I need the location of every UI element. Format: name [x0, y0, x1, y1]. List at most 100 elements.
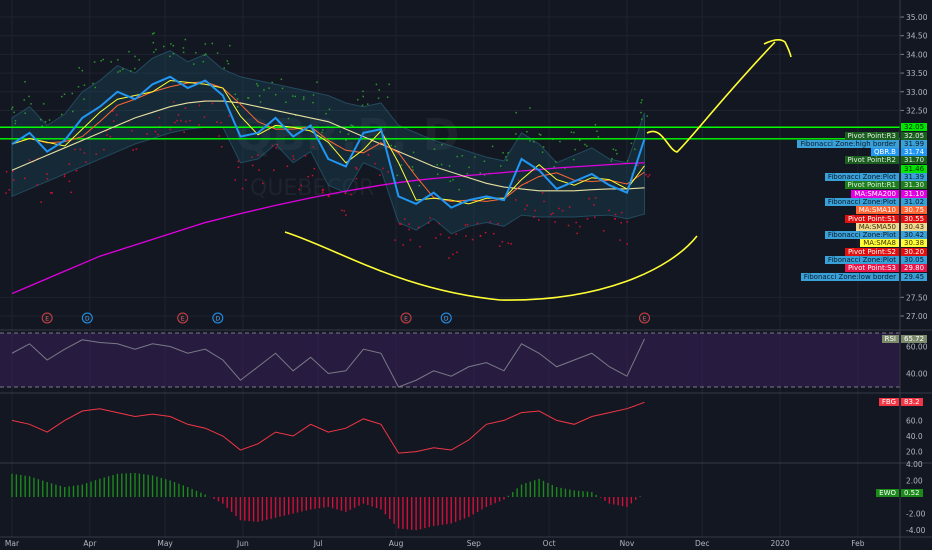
pivot-dot-up [41, 125, 43, 127]
pivot-dot-down [379, 174, 381, 176]
pivot-dot-down [63, 173, 66, 176]
cup-curve-drawing[interactable] [284, 231, 698, 301]
pivot-dot-down [321, 189, 324, 192]
pivot-dot-down [135, 148, 138, 150]
pivot-dot-down [561, 209, 564, 212]
pivot-dot-up [466, 173, 469, 175]
pivot-dot-up [39, 118, 42, 121]
pivot-dot-down [626, 221, 628, 223]
pivot-dot-down [533, 216, 535, 218]
pivot-dot-down [234, 179, 237, 181]
pivot-dot-down [28, 159, 31, 161]
pivot-dot-up [418, 184, 421, 187]
pivot-dot-down [68, 163, 71, 165]
pivot-dot-up [316, 81, 318, 83]
price-label-name: Fibonacci Zone:Plot [824, 197, 899, 206]
pivot-dot-down [394, 239, 396, 241]
pivot-dot-down [292, 158, 295, 160]
pivot-dot-up [78, 67, 81, 69]
pivot-dot-down [541, 192, 544, 194]
pivot-dot-down [146, 133, 148, 135]
pivot-dot-up [433, 148, 436, 150]
pivot-dot-down [5, 192, 7, 194]
pivot-dot-up [259, 101, 262, 103]
pivot-dot-up [584, 143, 586, 146]
fbg-tick-label: 20.0 [906, 448, 923, 457]
arrow-up-drawing[interactable] [646, 41, 776, 153]
pivot-dot-down [228, 115, 230, 117]
pivot-dot-down [112, 110, 114, 112]
pivot-dot-up [312, 101, 314, 104]
pivot-dot-down [271, 144, 274, 147]
drawing-annotations[interactable] [284, 39, 792, 301]
pivot-dot-down [11, 170, 14, 173]
pivot-dot-down [515, 199, 517, 201]
pivot-dot-down [237, 160, 240, 163]
pivot-dot-up [223, 67, 225, 69]
pivot-dot-down [620, 211, 623, 214]
pivot-dot-down [465, 235, 467, 237]
pivot-dot-up [302, 96, 305, 98]
arrowhead-drawing[interactable] [763, 39, 792, 58]
pivot-dot-down [614, 218, 617, 220]
pivot-dot-down [198, 104, 201, 107]
price-label-name: Fibonacci Zone:high border [797, 139, 899, 148]
pivot-dot-up [362, 95, 364, 98]
pivot-dot-down [438, 222, 440, 225]
pivot-dot-up [14, 122, 17, 125]
price-label-value: 31.30 [901, 181, 928, 190]
pivot-dot-down [313, 167, 316, 170]
pivot-dot-up [573, 131, 575, 134]
pivot-dot-up [611, 157, 613, 160]
pivot-dot-up [128, 50, 130, 53]
event-marker-label: E [404, 316, 408, 323]
pivot-dot-down [526, 204, 528, 207]
pivot-dot-up [110, 61, 112, 63]
pivot-dot-up [211, 42, 214, 45]
pivot-dot-up [321, 131, 323, 134]
pivot-dot-up [555, 161, 557, 163]
pivot-dot-up [352, 125, 354, 127]
sma10-line [11, 81, 645, 202]
rsi-label: RSI [881, 334, 899, 343]
pivot-dot-down [218, 135, 221, 137]
pivot-dot-up [436, 164, 438, 166]
event-marker-E [639, 312, 651, 324]
pivot-dot-up [479, 172, 482, 174]
pivot-dot-down [275, 146, 277, 149]
pivot-dot-up [596, 130, 598, 133]
price-label-value: 30.20 [901, 247, 928, 256]
price-tick-label: 35.00 [906, 13, 928, 22]
price-label-name: Pivot Point:S2 [844, 247, 899, 256]
pivot-dot-down [524, 208, 526, 211]
pivot-dot-down [257, 154, 259, 156]
pivot-dot-down [537, 219, 540, 221]
pivot-dot-down [85, 161, 87, 163]
pivot-dot-down [300, 184, 302, 187]
time-tick-label: Sep [467, 539, 481, 548]
pivot-dot-up [287, 117, 290, 120]
pivot-dot-up [539, 134, 542, 136]
pivot-dot-down [245, 179, 247, 181]
pivot-dot-up [281, 87, 284, 90]
rsi-last-value: 65.72 [901, 334, 928, 343]
pivot-dot-up [597, 136, 600, 138]
pivot-dot-down [471, 238, 474, 241]
pivot-dot-down [501, 240, 504, 243]
pivot-dot-down [374, 162, 376, 165]
pivot-dot-up [612, 148, 615, 150]
pivot-dot-down [594, 197, 597, 199]
pivot-dot-up [182, 51, 185, 54]
pivot-dot-down [50, 191, 52, 194]
pivot-dot-down [237, 166, 240, 169]
pivot-dot-up [117, 71, 119, 73]
sma8-line [11, 80, 645, 205]
pivot-dot-down [24, 177, 26, 180]
pivot-dot-up [572, 158, 575, 161]
pivot-dot-down [429, 217, 431, 219]
price-line [11, 75, 646, 209]
pivot-dot-down [8, 189, 11, 191]
pivot-dot-up [626, 160, 629, 162]
pivot-dot-up [312, 94, 315, 96]
